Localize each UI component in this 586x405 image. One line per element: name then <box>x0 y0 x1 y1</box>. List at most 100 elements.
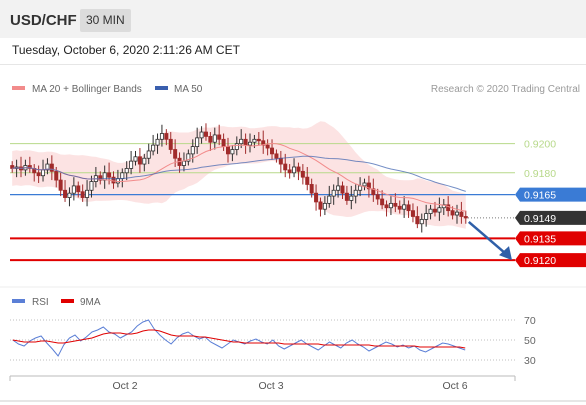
x-tick-label-2: Oct 6 <box>442 380 467 392</box>
candle-body-13 <box>67 192 72 198</box>
bottom-border <box>0 400 586 402</box>
candle-body-60 <box>274 153 279 159</box>
candle-body-67 <box>305 176 310 185</box>
candle-body-75 <box>340 185 345 194</box>
candle-body-25 <box>120 172 125 180</box>
rsi-ma-legend-swatch <box>61 299 74 303</box>
candle-body-96 <box>432 208 437 213</box>
candle-body-0 <box>10 165 15 169</box>
candle-body-65 <box>296 166 301 172</box>
candle-body-92 <box>415 216 420 225</box>
candle-body-85 <box>384 204 389 209</box>
candle-body-90 <box>406 204 411 212</box>
price-label-3: 0.9149 <box>524 213 556 225</box>
rsi-panel: 70 50 30 <box>10 315 536 367</box>
candle-body-56 <box>256 138 261 142</box>
candle-body-10 <box>54 170 59 181</box>
price-levels <box>10 143 515 262</box>
candle-body-93 <box>419 218 424 225</box>
price-label-0: 0.9200 <box>524 139 556 151</box>
candle-body-52 <box>239 138 244 145</box>
candle-body-79 <box>358 185 363 191</box>
bollinger-band-fill <box>12 121 466 229</box>
candle-body-97 <box>437 207 442 213</box>
ma20-legend-swatch <box>12 86 25 90</box>
candle-body-100 <box>450 210 455 216</box>
price-tag-2 <box>515 187 586 202</box>
candle-body-12 <box>63 189 68 198</box>
candle-body-58 <box>265 144 270 149</box>
candle-body-8 <box>45 163 50 171</box>
candle-body-69 <box>314 192 319 203</box>
ma50-legend-swatch <box>155 86 168 90</box>
candle-body-23 <box>111 176 116 184</box>
ma50-legend-label: MA 50 <box>174 84 203 95</box>
candle-body-18 <box>89 181 94 191</box>
candle-body-54 <box>248 141 253 146</box>
candle-body-68 <box>309 184 314 194</box>
candle-body-91 <box>410 210 415 217</box>
candle-body-16 <box>80 191 85 198</box>
candle-body-35 <box>164 133 169 140</box>
price-label-5: 0.9120 <box>524 255 556 267</box>
candle-body-44 <box>203 131 208 137</box>
candle-body-59 <box>270 147 275 155</box>
candle-body-101 <box>454 211 459 216</box>
forecast-arrow-head <box>499 246 512 261</box>
candle-body-42 <box>195 137 200 147</box>
candle-body-87 <box>393 202 398 207</box>
rsi-tick-30: 30 <box>524 355 536 367</box>
candle-body-46 <box>212 134 217 143</box>
candle-body-102 <box>459 211 464 217</box>
candle-body-95 <box>428 208 433 214</box>
candle-body-62 <box>283 163 288 171</box>
candle-body-36 <box>168 138 173 150</box>
candle-body-51 <box>234 143 239 150</box>
candle-body-53 <box>243 138 248 146</box>
price-label-1: 0.9180 <box>524 168 556 180</box>
forecast-arrow-shaft <box>467 220 505 254</box>
candle-body-34 <box>159 133 164 140</box>
timeframe-badge[interactable]: 30 MIN <box>80 9 131 32</box>
candle-body-78 <box>353 189 358 197</box>
candle-body-45 <box>208 135 213 143</box>
candle-body-27 <box>129 160 134 169</box>
price-tag-4 <box>515 231 586 246</box>
candle-body-73 <box>331 189 336 197</box>
price-tag-3 <box>515 210 586 225</box>
ma20-legend-label: MA 20 + Bollinger Bands <box>32 84 142 95</box>
rsi-tick-50: 50 <box>524 335 536 347</box>
price-tag-5 <box>515 253 586 268</box>
ma50-line <box>12 155 466 192</box>
candle-body-74 <box>336 185 341 191</box>
candle-body-26 <box>124 168 129 174</box>
candle-body-30 <box>142 157 147 165</box>
symbol-title: USD/CHF <box>10 12 77 29</box>
candle-body-6 <box>36 172 41 177</box>
report-datetime: Tuesday, October 6, 2020 2:11:26 AM CET <box>12 43 240 57</box>
price-label-2: 0.9165 <box>524 190 556 202</box>
candle-body-4 <box>27 165 32 169</box>
candle-body-94 <box>424 213 429 220</box>
candle-body-24 <box>115 178 120 184</box>
x-tick-label-0: Oct 2 <box>112 380 137 392</box>
candle-body-66 <box>300 170 305 178</box>
candle-body-7 <box>41 169 46 177</box>
bollinger-bands <box>12 121 466 229</box>
candle-body-99 <box>446 204 451 212</box>
candle-body-32 <box>151 144 156 152</box>
candle-body-11 <box>58 179 63 191</box>
candle-body-17 <box>85 189 90 198</box>
candle-body-72 <box>327 195 332 204</box>
candle-body-48 <box>221 138 226 147</box>
moving-averages <box>12 142 466 212</box>
forecast-arrow <box>467 220 512 261</box>
candle-body-76 <box>344 192 349 201</box>
x-axis: Oct 2 Oct 3 Oct 6 <box>9 375 516 392</box>
candle-body-31 <box>146 150 151 159</box>
candle-body-70 <box>318 201 323 210</box>
candle-body-29 <box>137 156 142 165</box>
candle-body-39 <box>181 160 186 166</box>
price-label-4: 0.9135 <box>524 233 556 245</box>
